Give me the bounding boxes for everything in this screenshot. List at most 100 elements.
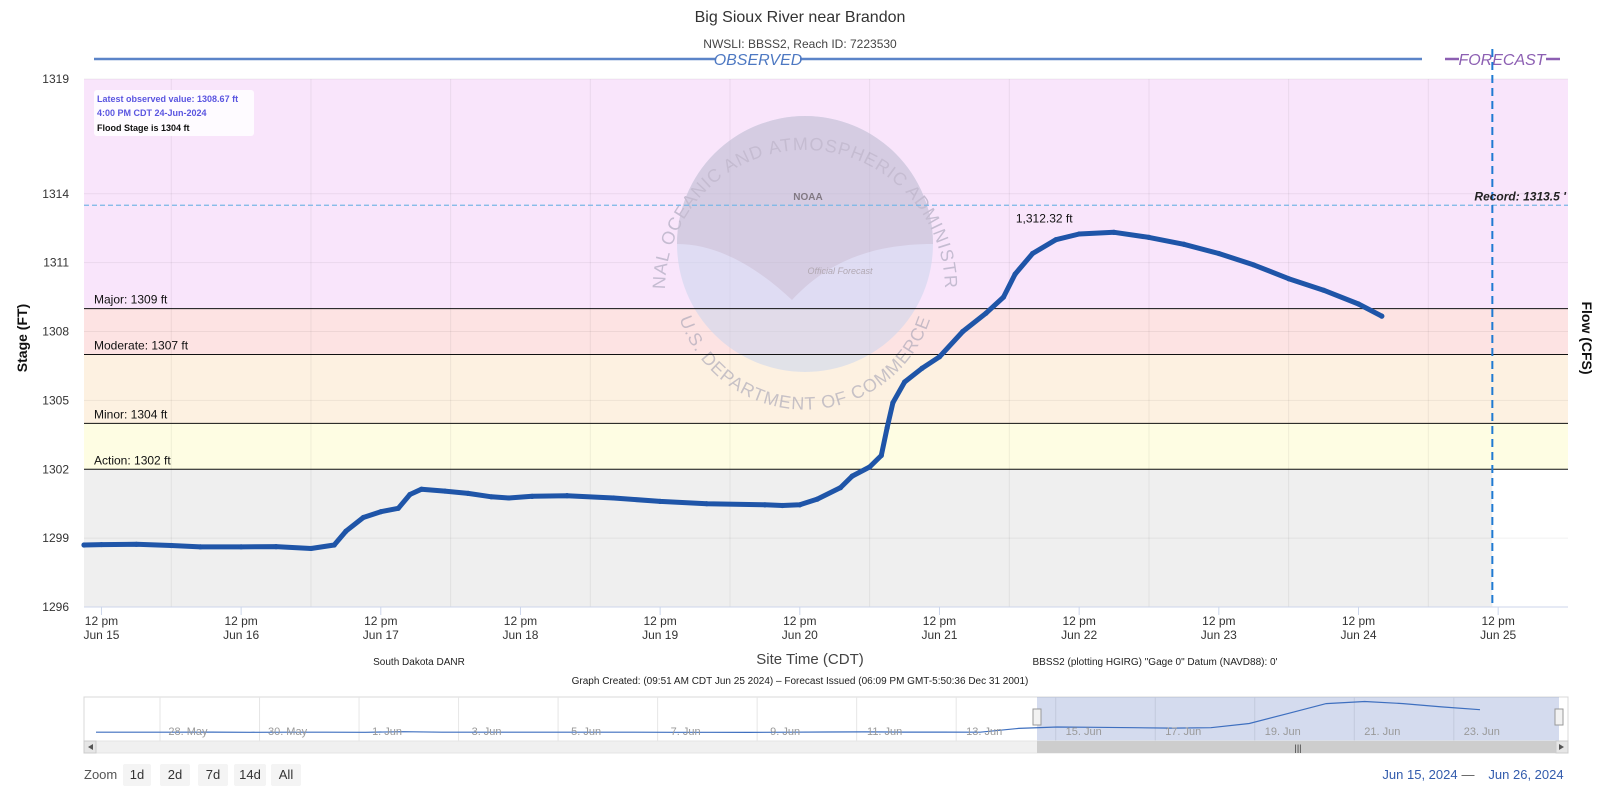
stage-point [395, 505, 401, 511]
stage-point [878, 452, 884, 459]
zoom-7d-label: 7d [206, 767, 220, 782]
zoom-2d-label: 2d [168, 767, 182, 782]
stage-point [1111, 229, 1117, 235]
x-tick-label-date: Jun 20 [782, 628, 818, 642]
stage-point [762, 502, 768, 508]
navigator-date-label: 7. Jun [671, 726, 701, 738]
navigator-date-label: 21. Jun [1364, 726, 1400, 738]
stage-point [1251, 262, 1257, 268]
official-forecast-stamp: Official Forecast [807, 266, 873, 276]
navigator-trend-line [96, 700, 1481, 734]
stage-point [378, 509, 384, 515]
navigator[interactable]: 28. May 30. May 1. Jun 3. Jun 5. Jun 7. Jun 9.… [83, 696, 1569, 742]
navigator-date-label: 17. Jun [1165, 726, 1201, 738]
stage-point [465, 490, 471, 496]
scrollbar[interactable]: ||| [83, 740, 1569, 754]
stage-series [81, 229, 1385, 552]
y-tick-label: 1305 [42, 393, 69, 407]
x-tick-label-time: 12 pm [1342, 614, 1375, 628]
stage-point [1029, 250, 1036, 257]
stage-point [779, 502, 785, 509]
zoom-all-button[interactable]: All [271, 764, 301, 786]
y-tick-label: 1311 [43, 256, 69, 270]
record-label: Record: 1313.5 ' [1474, 189, 1567, 203]
y-axis-title: Stage (FT) [14, 304, 30, 372]
stage-point [238, 544, 244, 550]
chart-title: Big Sioux River near Brandon [695, 9, 906, 26]
x-tick-label-time: 12 pm [1481, 614, 1514, 628]
navigator-labels: 28. May 30. May 1. Jun 3. Jun 5. Jun 7. Jun 9.… [168, 726, 1499, 738]
navigator-date-label: 23. Jun [1464, 726, 1500, 738]
navigator-date-label: 13. Jun [966, 726, 1002, 738]
zoom-14d-label: 14d [239, 767, 261, 782]
zone-action [84, 423, 1568, 470]
navigator-selected-range[interactable] [1037, 697, 1559, 741]
stage-point [529, 493, 535, 499]
stage-point [610, 495, 617, 501]
zoom-controls: Zoom 1d 2d 7d 14d All [84, 764, 301, 786]
x-tick-label-time: 12 pm [1202, 614, 1235, 628]
x-tick-label-time: 12 pm [224, 614, 257, 628]
zoom-1d-button[interactable]: 1d [123, 764, 151, 786]
navigator-date-label: 1. Jun [372, 726, 402, 738]
stage-point [1181, 241, 1187, 247]
stage-point [564, 493, 570, 499]
info-box-bg [94, 90, 254, 136]
stage-point [418, 486, 425, 492]
latest-observed-time: 4:00 PM CDT 24-Jun-2024 [97, 108, 207, 118]
datum-credit: BBSS2 (plotting HGIRG) "Gage 0" Datum (N… [1032, 657, 1277, 668]
x-tick-label-date: Jun 17 [363, 628, 399, 642]
navigator-grid [159, 697, 1455, 741]
stage-point [407, 491, 413, 498]
zoom-7d-button[interactable]: 7d [198, 764, 228, 786]
y-tick-label: 1319 [42, 72, 69, 86]
threshold-major-label: Major: 1309 ft [94, 293, 168, 307]
info-box: Latest observed value: 1308.67 ft 4:00 P… [94, 90, 254, 136]
range-to-input[interactable]: Jun 26, 2024 [1488, 767, 1563, 782]
y-tick-label: 1302 [42, 462, 69, 476]
noaa-brand-text: NOAA [793, 192, 822, 203]
zoom-label: Zoom [84, 767, 117, 782]
x-tick-label-time: 12 pm [85, 614, 118, 628]
y-tick-label: 1308 [42, 325, 69, 339]
navigator-date-label: 5. Jun [571, 726, 601, 738]
latest-observed-value: Latest observed value: 1308.67 ft [97, 94, 238, 104]
scroll-left-arrow-icon [88, 744, 93, 750]
stage-point [1000, 294, 1007, 300]
navigator-handle-left[interactable] [1032, 708, 1042, 726]
stage-point [1216, 250, 1222, 257]
scrollbar-thumb[interactable] [1037, 741, 1559, 753]
date-range: Jun 15, 2024 — Jun 26, 2024 [1382, 767, 1563, 782]
stage-point [331, 542, 337, 548]
zoom-2d-button[interactable]: 2d [160, 764, 190, 786]
x-tick-label-date: Jun 24 [1340, 628, 1376, 642]
stage-point [849, 473, 855, 479]
scrollbar-grip-icon: ||| [1294, 743, 1301, 753]
zoom-14d-button[interactable]: 14d [234, 764, 266, 786]
x-tick-label-time: 12 pm [504, 614, 537, 628]
x-tick-label-date: Jun 19 [642, 628, 678, 642]
stage-point [168, 542, 174, 549]
navigator-date-label: 15. Jun [1066, 726, 1102, 738]
navigator-date-label: 30. May [268, 726, 308, 738]
stage-point [1053, 237, 1059, 243]
source-credit: South Dakota DANR [373, 657, 465, 668]
stage-point [1320, 287, 1327, 293]
y-tick-label: 1296 [42, 600, 69, 614]
x-tick-label-date: Jun 18 [502, 628, 538, 642]
stage-point [936, 354, 943, 360]
range-from-input[interactable]: Jun 15, 2024 [1382, 767, 1457, 782]
observed-label: OBSERVED [714, 52, 803, 69]
flood-thresholds: Major: 1309 ft Moderate: 1307 ft Minor: 13… [84, 204, 1568, 470]
observed-header: OBSERVED [94, 52, 1422, 69]
zone-normal [84, 469, 1493, 607]
graph-created-credit: Graph Created: (09:51 AM CDT Jun 25 2024… [572, 676, 1029, 687]
navigator-date-label: 9. Jun [770, 726, 800, 738]
threshold-minor-label: Minor: 1304 ft [94, 407, 168, 421]
stage-point [657, 498, 663, 504]
navigator-handle-right[interactable] [1554, 708, 1564, 726]
x-tick-label-date: Jun 16 [223, 628, 259, 642]
